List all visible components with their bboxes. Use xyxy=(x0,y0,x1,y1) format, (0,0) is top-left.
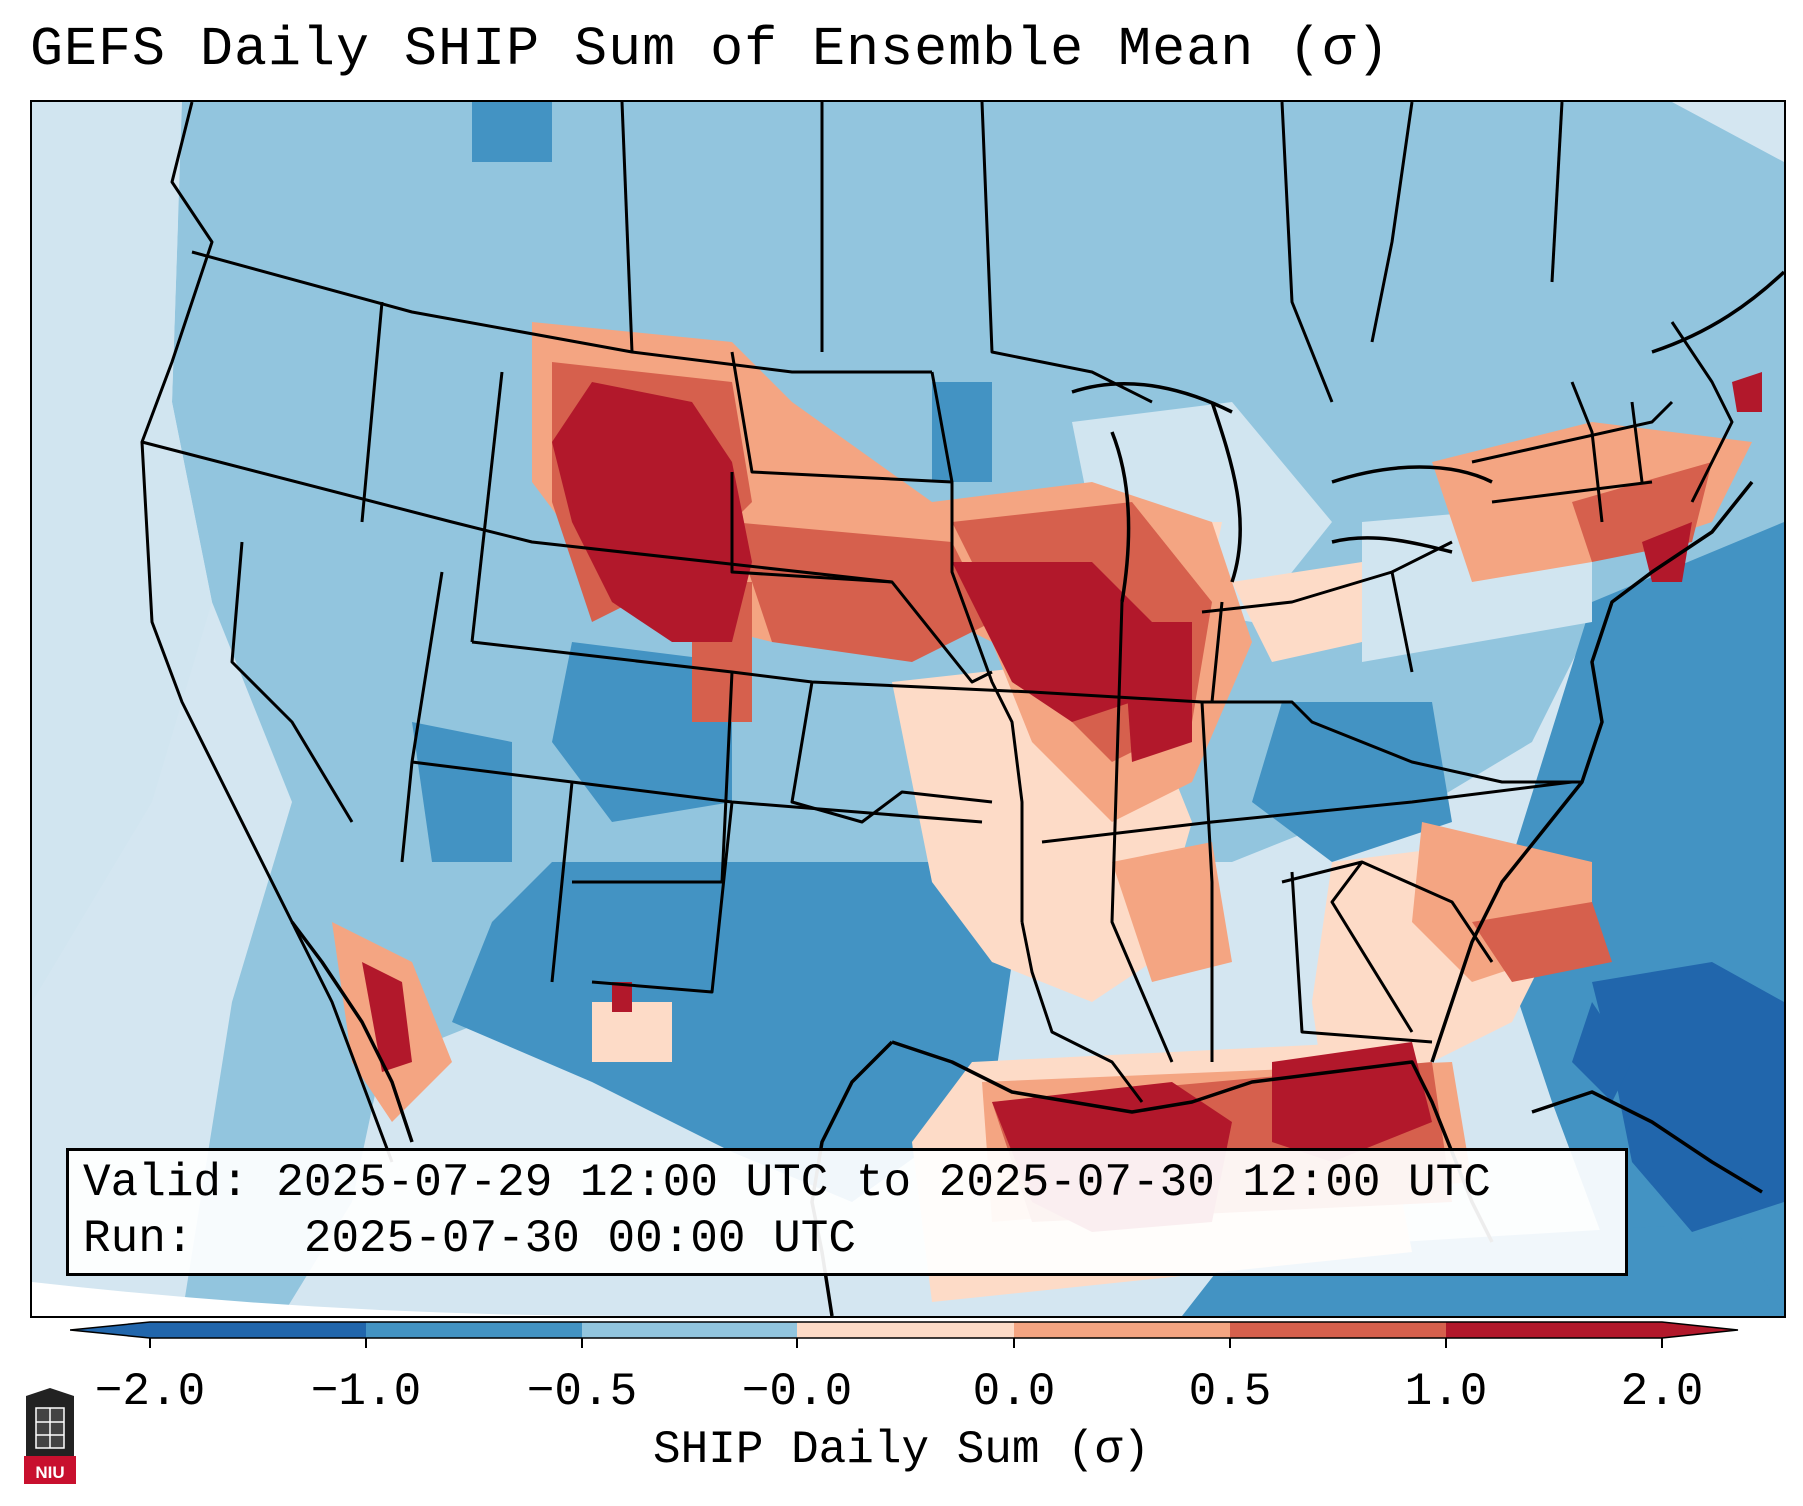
logo-text: NIU xyxy=(35,1463,64,1482)
colorbar-segment xyxy=(1014,1322,1230,1338)
colorbar-tick-label: 1.0 xyxy=(1404,1366,1488,1418)
colorbar-segment xyxy=(1446,1322,1662,1338)
colorbar-segment xyxy=(366,1322,582,1338)
colorbar-segment xyxy=(797,1322,1014,1338)
colorbar-tick-label: −0.5 xyxy=(526,1366,638,1418)
valid-time-range: 2025-07-29 12:00 UTC to 2025-07-30 12:00… xyxy=(276,1157,1491,1209)
colorbar-segment xyxy=(582,1322,797,1338)
map-title: GEFS Daily SHIP Sum of Ensemble Mean (σ) xyxy=(30,18,1391,81)
colorbar-tick-label: 0.0 xyxy=(972,1366,1056,1418)
colorbar-extension-low xyxy=(70,1322,150,1338)
valid-run-info-box: Valid: 2025-07-29 12:00 UTC to 2025-07-3… xyxy=(66,1148,1628,1276)
colorbar-tick-label: 0.5 xyxy=(1188,1366,1272,1418)
colorbar-segment xyxy=(150,1322,366,1338)
colorbar-segment xyxy=(1230,1322,1446,1338)
run-label: Run: xyxy=(83,1213,194,1265)
colorbar-tick-label: 2.0 xyxy=(1620,1366,1704,1418)
field-dark-blue xyxy=(1572,962,1784,1232)
colorbar-tick-label: −1.0 xyxy=(310,1366,422,1418)
run-time: 2025-07-30 00:00 UTC xyxy=(303,1213,856,1265)
projection-edge xyxy=(32,1282,632,1316)
valid-label: Valid: xyxy=(83,1157,249,1209)
map-panel[interactable] xyxy=(30,100,1786,1318)
colorbar xyxy=(70,1321,1739,1348)
colorbar-extension-high xyxy=(1662,1322,1738,1338)
colorbar-label: SHIP Daily Sum (σ) xyxy=(653,1424,1150,1476)
colorbar-tick-label: −0.0 xyxy=(741,1366,853,1418)
niu-logo: NIU xyxy=(24,1388,76,1484)
field-very-light-blue xyxy=(32,102,1592,1002)
state-boundaries xyxy=(140,102,1734,1163)
anomaly-field xyxy=(32,102,1784,1316)
colorbar-tick-label: −2.0 xyxy=(94,1366,206,1418)
